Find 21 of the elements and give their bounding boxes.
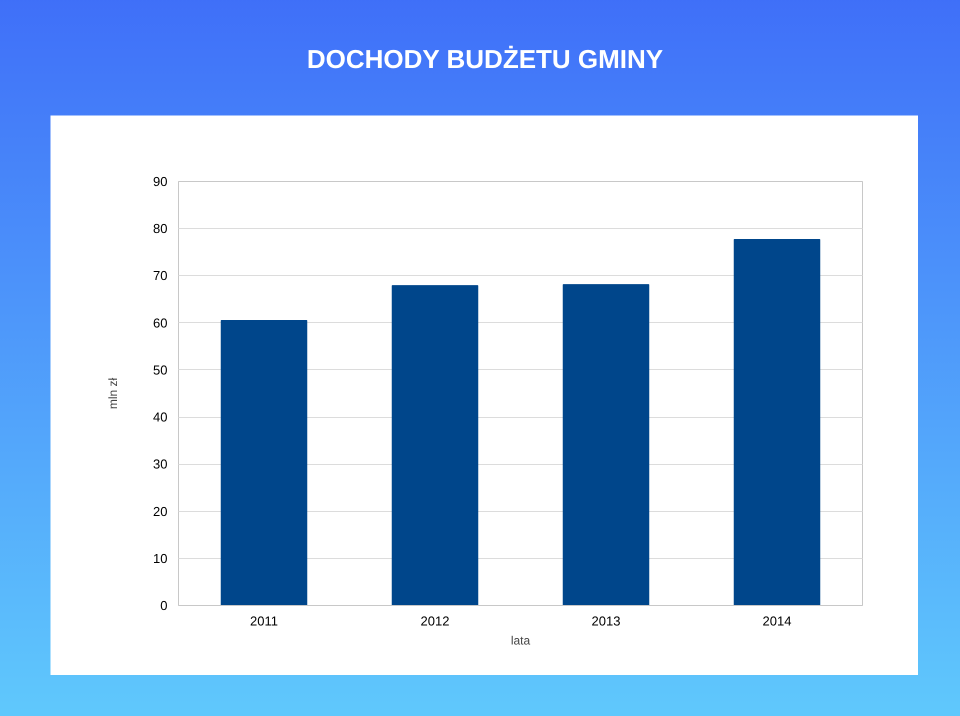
- x-axis-title: lata: [510, 634, 530, 648]
- x-tick-label: 2014: [762, 614, 792, 628]
- y-axis-title: mln zł: [106, 378, 120, 410]
- bar: [734, 238, 820, 606]
- y-tick-label: 10: [153, 550, 168, 566]
- x-tick-label: 2012: [420, 614, 450, 628]
- y-tick-label: 40: [153, 410, 168, 425]
- y-tick-label: 60: [153, 315, 168, 330]
- y-tick-label: 50: [153, 362, 168, 378]
- y-tick-label: 0: [160, 598, 168, 613]
- y-tick-label: 70: [153, 268, 168, 284]
- x-tick-label: 2011: [250, 614, 278, 628]
- x-tick-label: 2013: [592, 614, 620, 628]
- y-tick-label: 80: [153, 221, 168, 236]
- y-tick-label: 90: [153, 174, 168, 189]
- bar: [392, 285, 478, 606]
- chart-title: DOCHODY BUDŻETU GMINY: [306, 43, 664, 76]
- y-tick-label: 30: [153, 456, 168, 472]
- y-tick-label: 20: [153, 504, 168, 519]
- bar: [562, 284, 650, 606]
- bar: [220, 320, 308, 606]
